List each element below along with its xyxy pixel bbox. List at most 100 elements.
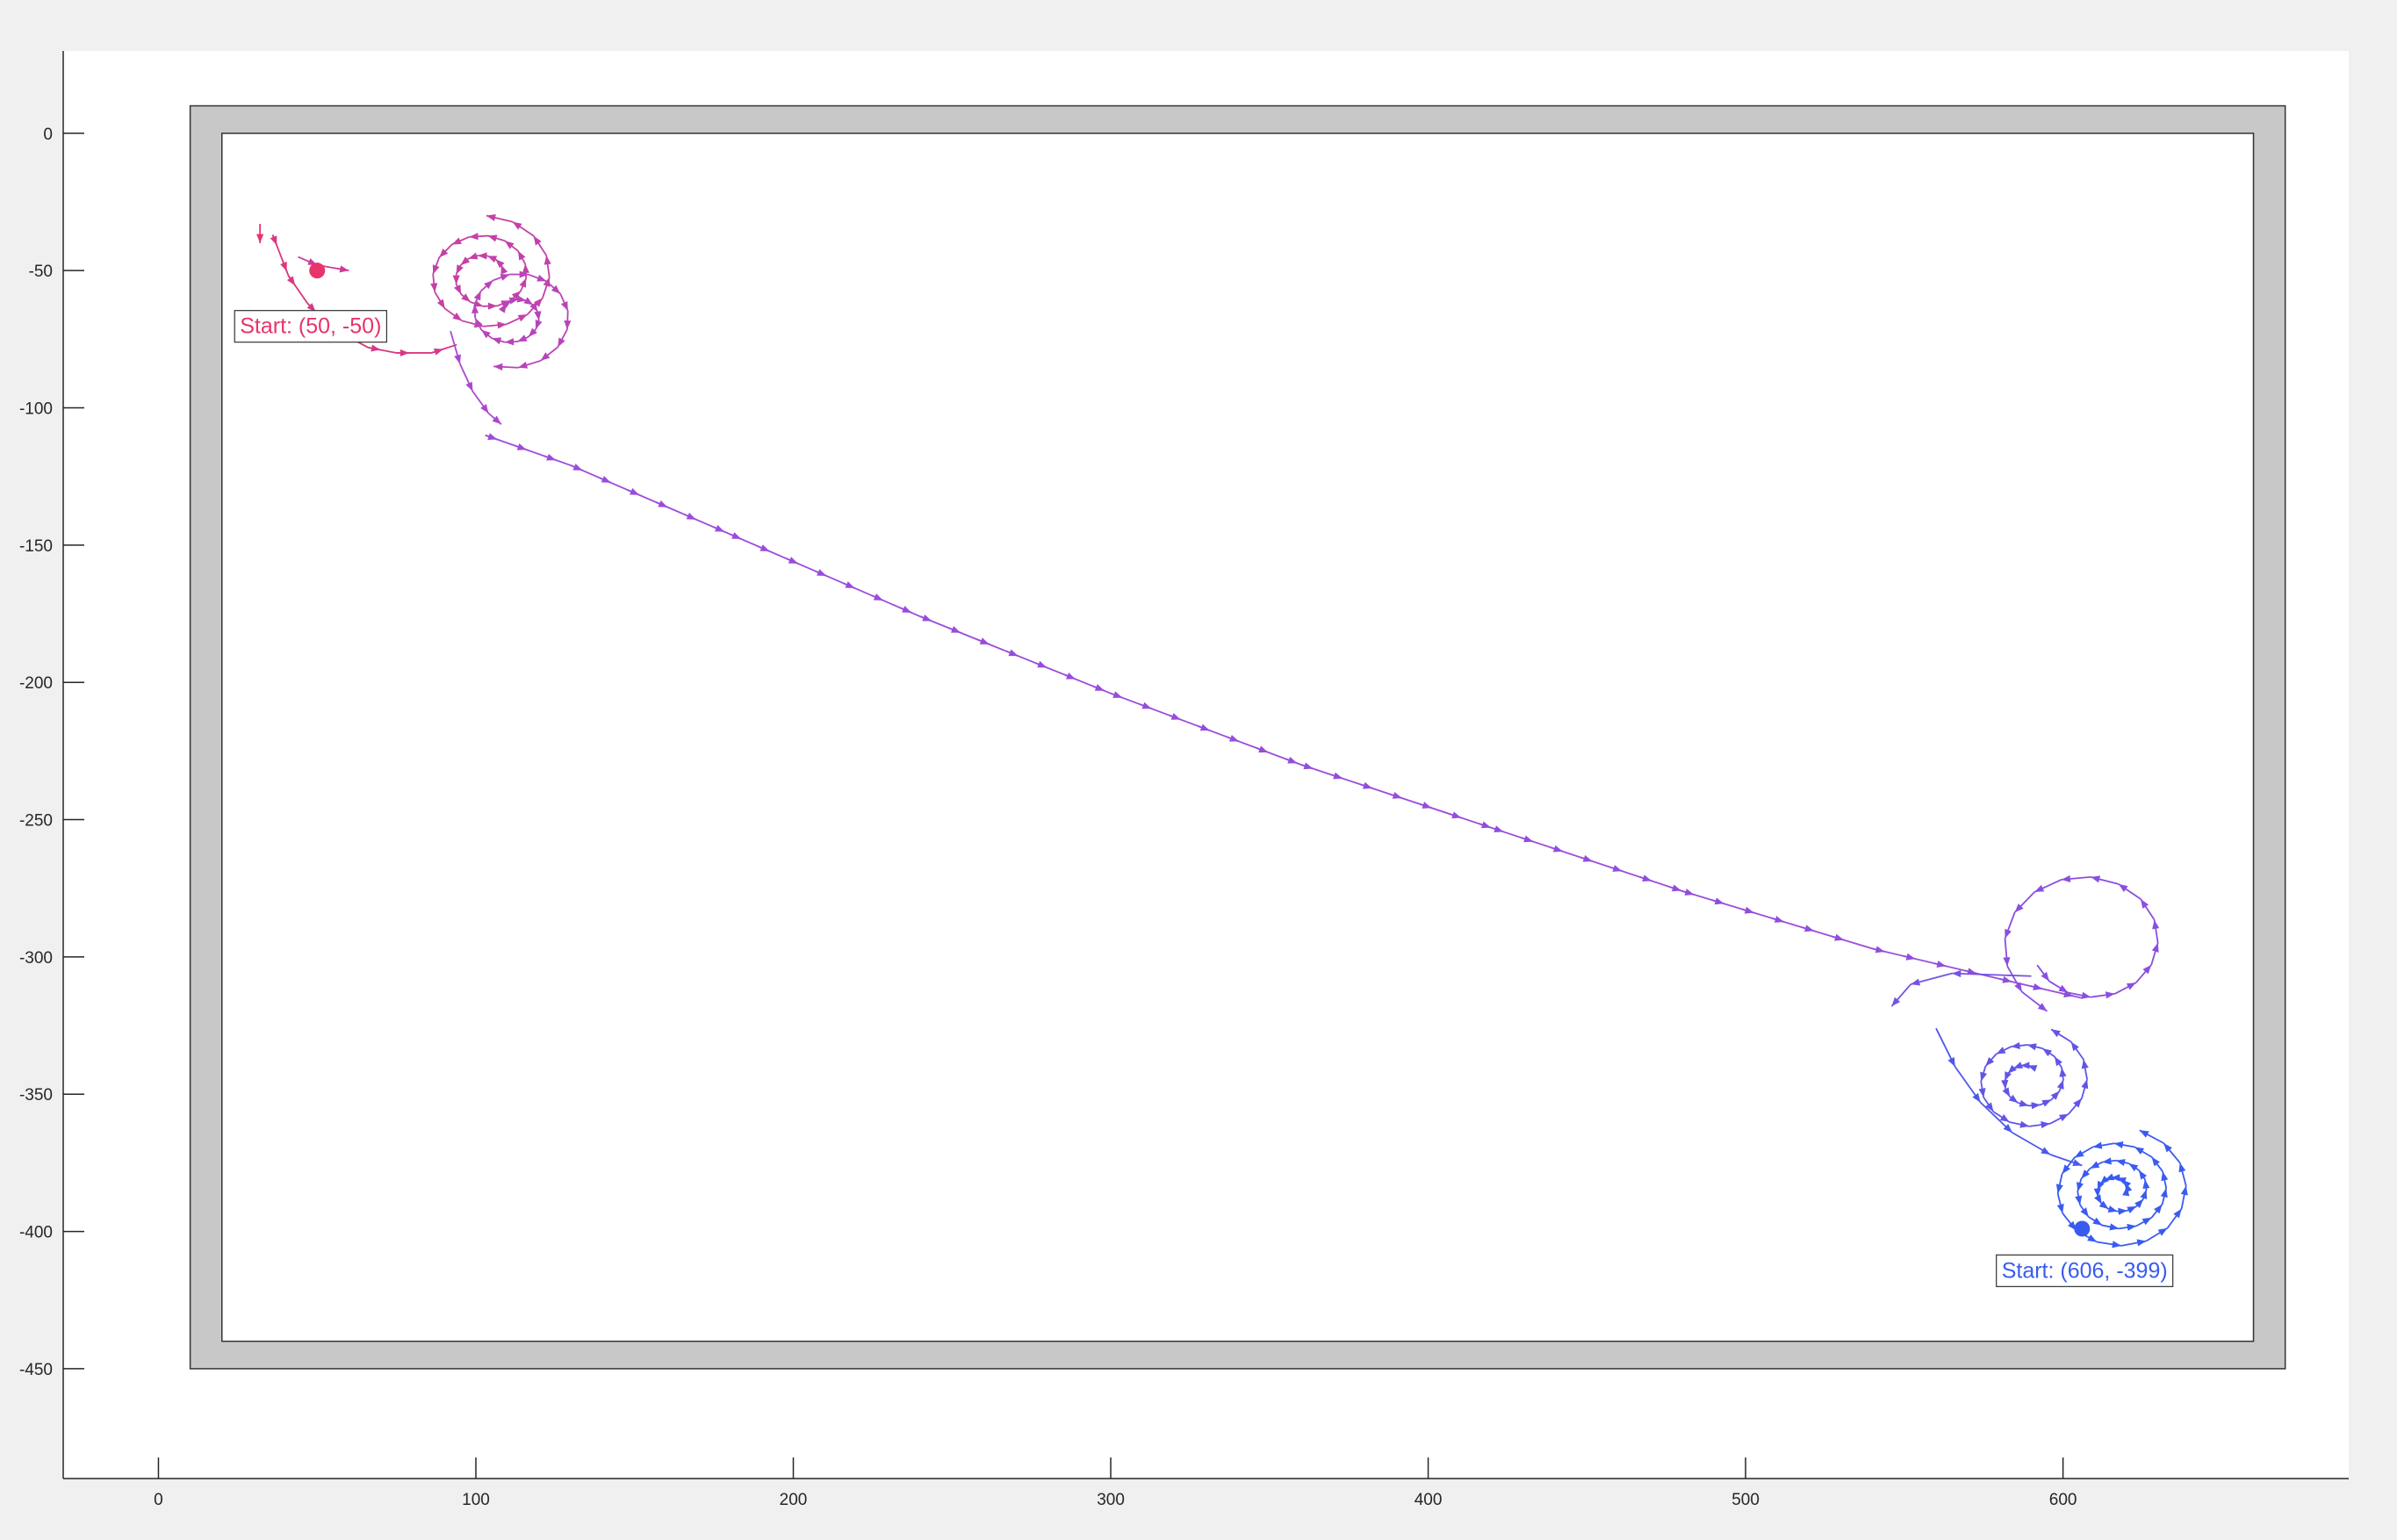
arrow-head [486,213,496,221]
start-marker-0 [309,263,326,279]
arrow-head [501,300,512,309]
arrow-head [2118,883,2128,892]
arrow-head [2151,1156,2161,1167]
trajectory-arrow-220 [2102,1223,2120,1231]
arrow-head [2134,1198,2144,1208]
arrow-head [2027,1065,2038,1072]
trajectory-arrow-214 [2089,1161,2103,1169]
arrow-head [902,606,912,613]
arena-inner-floor [221,133,2255,1342]
arrow-head [2097,1180,2105,1191]
trajectory-arrow-212 [2115,1159,2129,1167]
trajectory-arrow-226 [2150,1156,2163,1172]
arrow-head [2081,1079,2089,1090]
trajectory-arrow-2 [280,260,288,272]
trajectory-arrow-135 [2036,964,2050,982]
arrow-head [469,233,479,241]
trajectory-arrow-232 [2055,1173,2063,1194]
arrow-head [493,363,503,371]
arrow-head [451,237,462,245]
trajectory-arrow-43 [543,255,551,277]
trajectory-arrow-14 [486,255,498,263]
arrow-head [2163,1142,2172,1153]
arrow-head [2014,982,2022,992]
arrow-head [504,241,515,249]
arrow-head [487,234,498,242]
trajectory-arrow-122 [1681,889,1695,896]
arrow-head [1481,821,1492,829]
arrow-head [922,614,932,622]
arrow-head [2041,1147,2051,1155]
trajectory-arrow-9 [431,348,444,356]
trajectory-arrow-86 [712,524,725,533]
arrow-head [2092,1141,2103,1149]
arrow-head [487,433,498,440]
trajectory-arrow-103 [1169,713,1181,721]
arrow-head [2160,1188,2168,1198]
arrow-head [2070,1041,2079,1052]
arrow-head [522,263,529,274]
arrow-head [1523,835,1534,843]
trajectory-arrow-34 [432,256,441,275]
trajectory-arrow-30 [487,234,506,242]
trajectory-arrow-130 [1933,961,1947,968]
arrow-head [1947,1056,1955,1067]
trajectory-arrow-112 [1419,802,1432,810]
trajectory-arrow-7 [367,344,381,352]
trajectory-arrow-27 [522,263,529,278]
arrow-head [2073,1098,2082,1108]
trajectory-arrow-191 [2012,1132,2051,1155]
trajectory-arrow-202 [2094,1194,2103,1205]
trajectory-arrow-186 [2069,1040,2084,1061]
arrow-head [471,304,479,313]
y-tick-label-4: -200 [19,674,53,693]
arrow-head [2154,1204,2163,1214]
arrow-head [873,594,883,601]
arrow-head [2002,1087,2011,1097]
trajectory-arrow-90 [814,569,827,577]
arrow-head [950,626,961,633]
trajectory-arrow-106 [1256,745,1269,753]
trajectory-arrow-209 [2142,1179,2150,1191]
arrow-head [1774,916,1784,923]
trajectory-arrow-35 [430,274,438,292]
arrow-head [759,544,770,551]
arrow-head [2139,1169,2148,1180]
trajectory-arrow-234 [2062,1213,2077,1231]
arrow-head [1494,825,1504,833]
trajectory-arrow-231 [2061,1156,2076,1175]
trajectory-arrow-166 [2040,1098,2052,1107]
arrow-head [2059,1113,2069,1122]
trajectory-arrow-129 [1903,953,1916,961]
arrow-head [2139,1130,2149,1138]
trajectory-arrow-15 [478,252,488,260]
trajectory-arrow-152 [2021,991,2048,1012]
arrow-head [2059,1068,2067,1077]
start-label-box-1 [1996,1254,2174,1287]
arrow-head [788,557,798,564]
arrow-head [495,259,505,269]
trajectory-arrow-137 [2068,991,2091,999]
arrow-head [1422,802,1432,809]
trajectory-arrow-150 [2003,938,2011,967]
trajectory-arrow-88 [758,544,770,552]
trajectory-arrow-121 [1669,884,1682,892]
arrow-head [1362,781,1372,789]
arrow-head [1094,684,1105,691]
arrow-head [2019,1120,2030,1128]
arrow-head [1834,933,1845,941]
trajectory-arrow-108 [1300,762,1314,770]
arrow-shaft [1952,972,2032,977]
arrow-head [979,637,990,644]
trajectory-arrow-81 [571,463,583,471]
trajectory-arrow-160 [2004,1071,2012,1082]
y-tick-label-3: -150 [19,537,53,556]
trajectory-arrow-243 [2139,1129,2164,1144]
arrow-head [1170,713,1181,720]
arrow-head [2019,1099,2029,1107]
arrow-head [2093,1188,2101,1198]
arrow-head [492,415,501,425]
trajectory-arrow-96 [977,637,990,645]
trajectory-arrow-85 [684,512,697,521]
arrow-head [516,295,527,303]
